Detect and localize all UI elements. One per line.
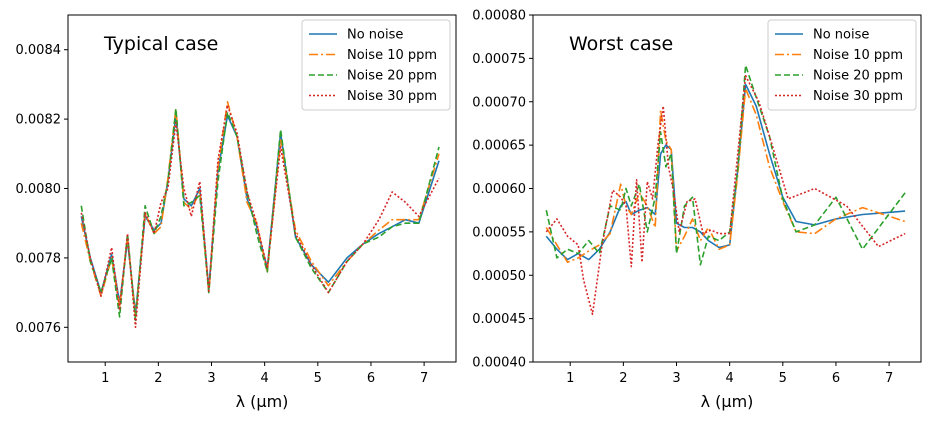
x-tick-label: 2 (154, 371, 162, 386)
chart-title: Typical case (103, 33, 218, 55)
legend-label: Noise 20 ppm (813, 69, 903, 84)
y-tick-label: 0.00070 (472, 95, 526, 110)
x-tick-label: 3 (672, 371, 680, 386)
series-line-no-noise (80, 114, 440, 315)
y-tick-label: 0.00075 (472, 52, 526, 67)
series-line-noise-30-ppm (545, 74, 906, 316)
chart-panel-1: 1 2 3 4 5 6 7 0.0076 0.0078 0.0080 0.0082 0.0084 Typ… (16, 14, 457, 411)
y-tick-label: 0.0084 (16, 43, 62, 58)
legend-box (301, 19, 451, 111)
x-tick-label: 1 (566, 371, 574, 386)
x-tick-label: 2 (619, 371, 627, 386)
series-line-noise-10-ppm (80, 101, 440, 318)
legend-label: Noise 10 ppm (347, 48, 437, 63)
series-line-noise-20-ppm (80, 107, 440, 322)
x-axis-label: λ (μm) (701, 392, 754, 411)
legend-label: Noise 30 ppm (813, 89, 903, 104)
x-tick-label: 6 (367, 371, 375, 386)
x-axis-label: λ (μm) (236, 392, 289, 411)
legend-label: No noise (813, 28, 869, 43)
x-tick-label: 7 (885, 371, 893, 386)
chart-panel-2: 1 2 3 4 5 6 7 0.00040 0.00045 0.00050 0.00055 0.000… (472, 9, 922, 411)
x-tick-label: 4 (261, 371, 269, 386)
legend-label: No noise (347, 28, 403, 43)
y-tick-label: 0.00065 (472, 139, 526, 154)
y-tick-label: 0.00040 (472, 356, 526, 371)
y-tick-label: 0.0078 (16, 251, 62, 266)
legend-label: Noise 10 ppm (813, 48, 903, 63)
x-tick-label: 4 (726, 371, 734, 386)
legend-label: Noise 30 ppm (347, 89, 437, 104)
x-tick-label: 5 (779, 371, 787, 386)
y-tick-label: 0.00045 (472, 312, 526, 327)
x-tick-label: 6 (832, 371, 840, 386)
x-tick-label: 5 (314, 371, 322, 386)
y-tick-label: 0.0076 (16, 321, 62, 336)
x-tick-label: 3 (207, 371, 215, 386)
y-tick-label: 0.00055 (472, 225, 526, 240)
legend: No noise Noise 10 ppm Noise 20 ppm Noise 30… (767, 19, 917, 111)
x-tick-label: 1 (101, 371, 109, 386)
y-tick-label: 0.0082 (16, 113, 62, 128)
chart-title: Worst case (569, 33, 673, 55)
series-line-noise-30-ppm (80, 104, 440, 329)
legend: No noise Noise 10 ppm Noise 20 ppm Noise 30… (301, 19, 451, 111)
legend-label: Noise 20 ppm (347, 69, 437, 84)
y-tick-label: 0.00050 (472, 269, 526, 284)
y-tick-label: 0.0080 (16, 182, 62, 197)
x-tick-label: 7 (420, 371, 428, 386)
legend-box (767, 19, 917, 111)
y-tick-label: 0.00080 (472, 9, 526, 24)
y-tick-label: 0.00060 (472, 182, 526, 197)
